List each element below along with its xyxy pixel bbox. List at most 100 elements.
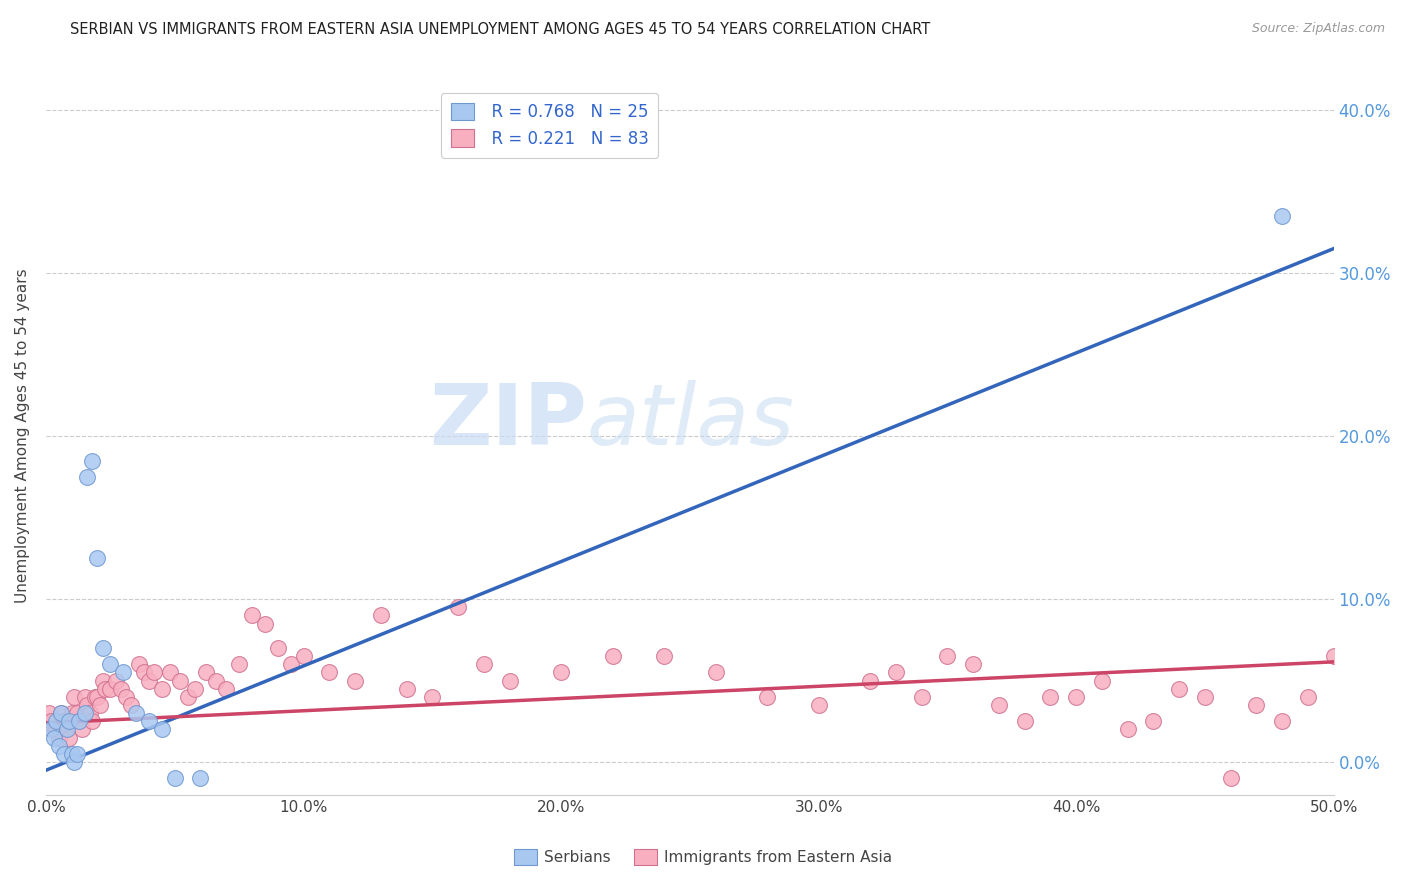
Point bbox=[39, 714, 62, 729]
Point bbox=[110, 681, 132, 696]
Point bbox=[143, 665, 166, 680]
Point bbox=[94, 681, 117, 696]
Point bbox=[132, 665, 155, 680]
Point bbox=[76, 698, 98, 712]
Point bbox=[55, 723, 77, 737]
Point bbox=[859, 673, 882, 688]
Point bbox=[962, 657, 984, 672]
Text: SERBIAN VS IMMIGRANTS FROM EASTERN ASIA UNEMPLOYMENT AMONG AGES 45 TO 54 YEARS C: SERBIAN VS IMMIGRANTS FROM EASTERN ASIA … bbox=[70, 22, 931, 37]
Point bbox=[1116, 723, 1139, 737]
Point bbox=[42, 723, 65, 737]
Point bbox=[63, 690, 86, 704]
Point bbox=[70, 723, 93, 737]
Point bbox=[420, 690, 443, 704]
Point bbox=[53, 747, 76, 761]
Point bbox=[98, 681, 121, 696]
Point bbox=[128, 657, 150, 672]
Point bbox=[240, 608, 263, 623]
Text: ZIP: ZIP bbox=[429, 380, 586, 463]
Point bbox=[205, 673, 228, 688]
Point bbox=[53, 714, 76, 729]
Point bbox=[60, 706, 83, 721]
Point bbox=[910, 690, 932, 704]
Point bbox=[104, 673, 127, 688]
Point bbox=[45, 714, 67, 729]
Point bbox=[1246, 698, 1268, 712]
Point bbox=[112, 665, 135, 680]
Point bbox=[343, 673, 366, 688]
Point bbox=[51, 706, 73, 721]
Point bbox=[58, 714, 80, 729]
Point bbox=[98, 657, 121, 672]
Point bbox=[176, 690, 198, 704]
Point bbox=[1323, 649, 1346, 664]
Point bbox=[82, 714, 104, 729]
Point bbox=[987, 698, 1010, 712]
Point bbox=[498, 673, 520, 688]
Point bbox=[169, 673, 191, 688]
Point bbox=[936, 649, 959, 664]
Point bbox=[1142, 714, 1164, 729]
Point bbox=[69, 714, 91, 729]
Point bbox=[91, 673, 114, 688]
Point bbox=[138, 673, 160, 688]
Point bbox=[51, 706, 73, 721]
Point bbox=[66, 706, 89, 721]
Point bbox=[292, 649, 315, 664]
Point bbox=[120, 698, 142, 712]
Point bbox=[1014, 714, 1036, 729]
Point bbox=[39, 723, 62, 737]
Point bbox=[150, 681, 173, 696]
Point bbox=[45, 723, 67, 737]
Point bbox=[652, 649, 675, 664]
Point bbox=[807, 698, 830, 712]
Point bbox=[86, 690, 108, 704]
Point bbox=[1064, 690, 1087, 704]
Point bbox=[602, 649, 624, 664]
Point bbox=[1271, 714, 1294, 729]
Y-axis label: Unemployment Among Ages 45 to 54 years: Unemployment Among Ages 45 to 54 years bbox=[15, 268, 30, 603]
Point bbox=[138, 714, 160, 729]
Point bbox=[1271, 209, 1294, 223]
Point bbox=[55, 723, 77, 737]
Point bbox=[76, 470, 98, 484]
Point bbox=[280, 657, 302, 672]
Point bbox=[370, 608, 392, 623]
Legend: Serbians, Immigrants from Eastern Asia: Serbians, Immigrants from Eastern Asia bbox=[508, 843, 898, 871]
Point bbox=[73, 690, 96, 704]
Point bbox=[884, 665, 907, 680]
Point bbox=[66, 747, 89, 761]
Point bbox=[194, 665, 217, 680]
Point bbox=[79, 706, 101, 721]
Point bbox=[1039, 690, 1062, 704]
Point bbox=[1168, 681, 1191, 696]
Point bbox=[48, 739, 70, 753]
Point bbox=[114, 690, 136, 704]
Point bbox=[63, 755, 86, 769]
Text: atlas: atlas bbox=[586, 380, 794, 463]
Point bbox=[163, 772, 186, 786]
Point bbox=[550, 665, 572, 680]
Point bbox=[73, 706, 96, 721]
Point bbox=[395, 681, 418, 696]
Point bbox=[86, 551, 108, 566]
Point bbox=[1219, 772, 1241, 786]
Point bbox=[150, 723, 173, 737]
Point bbox=[190, 772, 212, 786]
Point bbox=[1091, 673, 1114, 688]
Point bbox=[267, 640, 290, 655]
Text: Source: ZipAtlas.com: Source: ZipAtlas.com bbox=[1251, 22, 1385, 36]
Point bbox=[184, 681, 207, 696]
Point bbox=[60, 747, 83, 761]
Point bbox=[1194, 690, 1216, 704]
Point bbox=[228, 657, 250, 672]
Legend:   R = 0.768   N = 25,   R = 0.221   N = 83: R = 0.768 N = 25, R = 0.221 N = 83 bbox=[440, 93, 658, 158]
Point bbox=[91, 640, 114, 655]
Point bbox=[48, 731, 70, 745]
Point bbox=[69, 714, 91, 729]
Point bbox=[82, 453, 104, 467]
Point bbox=[1348, 690, 1371, 704]
Point bbox=[89, 698, 111, 712]
Point bbox=[125, 706, 148, 721]
Point bbox=[253, 616, 276, 631]
